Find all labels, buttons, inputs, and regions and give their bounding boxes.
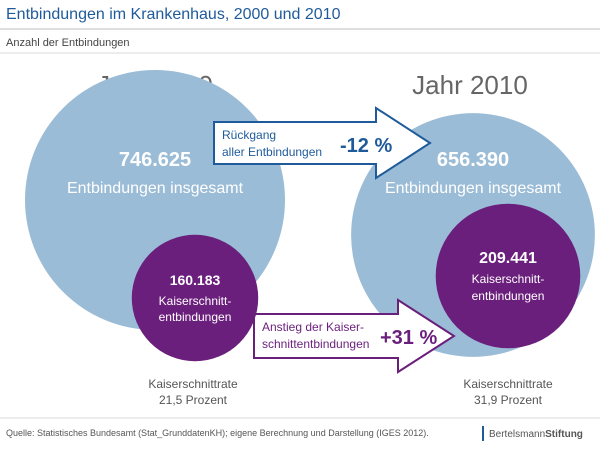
decrease-arrow [213, 106, 432, 180]
total-caption-2000: Entbindungen insgesamt [67, 180, 244, 197]
source-note: Quelle: Statistisches Bundesamt (Stat_Gr… [6, 428, 429, 438]
total-value-2010: 656.390 [437, 149, 509, 171]
caesarean-caption1-2010: Kaiserschnitt- [472, 272, 545, 286]
increase-value: +31 % [380, 327, 437, 349]
year-label-2010: Jahr 2010 [412, 70, 528, 100]
caesarean-circle-2010 [435, 203, 581, 349]
decrease-label-line1: Rückgang [222, 128, 276, 142]
page-title: Entbindungen im Krankenhaus, 2000 und 20… [6, 6, 341, 23]
brand-part1: Bertelsmann [489, 429, 545, 440]
rate-value-2010: 31,9 Prozent [474, 393, 543, 407]
increase-label-line1: Anstieg der Kaiser- [262, 320, 364, 334]
increase-label-line2: schnittentbindungen [262, 337, 369, 351]
decrease-label-line2: aller Entbindungen [222, 145, 322, 159]
decrease-value: -12 % [340, 135, 392, 157]
total-value-2000: 746.625 [119, 149, 191, 171]
caesarean-value-2010: 209.441 [479, 250, 537, 267]
caesarean-caption1-2000: Kaiserschnitt- [159, 294, 232, 308]
rate-label-2010: Kaiserschnittrate [463, 377, 553, 391]
total-caption-2010: Entbindungen insgesamt [385, 180, 562, 197]
brand-logo: BertelsmannStiftung [489, 429, 583, 440]
chart-subtitle: Anzahl der Entbindungen [6, 37, 130, 49]
brand-part2: Stiftung [545, 429, 583, 440]
caesarean-circle-2000 [131, 234, 259, 362]
rate-label-2000: Kaiserschnittrate [148, 377, 238, 391]
caesarean-caption2-2010: entbindungen [472, 289, 545, 303]
caesarean-caption2-2000: entbindungen [159, 310, 232, 324]
increase-arrow [253, 298, 456, 374]
rate-value-2000: 21,5 Prozent [159, 393, 228, 407]
caesarean-value-2000: 160.183 [170, 272, 221, 288]
